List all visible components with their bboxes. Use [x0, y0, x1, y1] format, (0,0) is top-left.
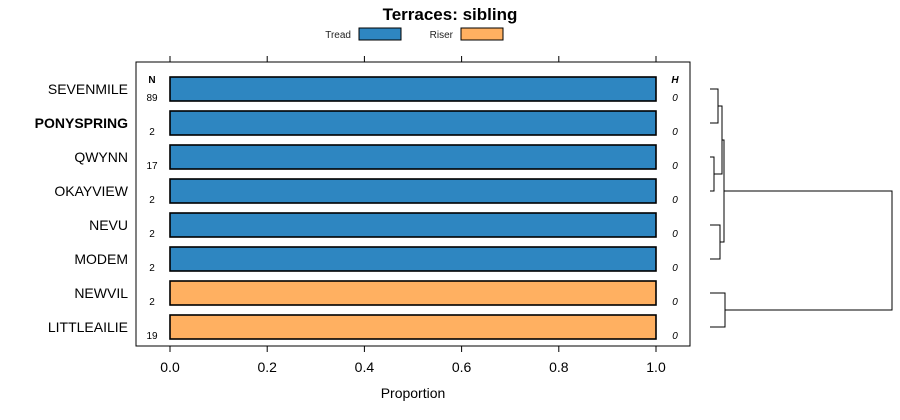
x-axis-ticks: 0.0 0.2 0.4 0.6 0.8 1.0 [160, 56, 666, 375]
bar-okayview-tread [169, 178, 657, 204]
row-modem: MODEM 2 0 [74, 246, 678, 274]
h-value-newvil: 0 [672, 297, 678, 308]
n-value-okayview: 2 [149, 195, 155, 206]
h-value-sevenmile: 0 [672, 93, 678, 104]
legend-label-riser: Riser [430, 30, 454, 41]
plot-frame [135, 61, 691, 347]
row-qwynn: QWYNN 17 0 [74, 144, 678, 172]
n-value-newvil: 2 [149, 297, 155, 308]
dendrogram-branch-4 [710, 292, 726, 328]
tick-label-0-4: 0.4 [355, 359, 375, 375]
bar-qwynn-tread [169, 144, 657, 170]
h-value-ponyspring: 0 [672, 127, 678, 138]
h-value-nevu: 0 [672, 229, 678, 240]
bar-sevenmile-tread [169, 76, 657, 102]
bar-littleailie-riser [169, 314, 657, 340]
n-value-ponyspring: 2 [149, 127, 155, 138]
bar-newvil-riser [169, 280, 657, 306]
legend-label-tread: Tread [325, 30, 351, 41]
chart-title: Terraces: sibling [383, 5, 518, 24]
bar-ponyspring-tread [169, 110, 657, 136]
row-label-nevu: NEVU [89, 217, 128, 233]
row-label-qwynn: QWYNN [74, 149, 128, 165]
tick-label-0-2: 0.2 [257, 359, 277, 375]
row-label-sevenmile: SEVENMILE [48, 81, 128, 97]
row-okayview: OKAYVIEW 2 0 [54, 178, 678, 206]
n-value-sevenmile: 89 [146, 93, 158, 104]
h-column-header: H [671, 75, 679, 86]
dendrogram-branch-7 [724, 190, 893, 311]
n-value-qwynn: 17 [146, 161, 158, 172]
row-label-okayview: OKAYVIEW [54, 183, 128, 199]
legend-swatch-tread [358, 27, 402, 41]
row-littleailie: LITTLEAILIE 19 0 [48, 314, 678, 342]
n-value-modem: 2 [149, 263, 155, 274]
dendrogram-branch-3 [710, 224, 721, 260]
row-nevu: NEVU 2 0 [89, 212, 678, 240]
dendrogram-branch-1 [710, 88, 719, 124]
row-label-ponyspring: PONYSPRING [35, 115, 128, 131]
row-label-newvil: NEWVIL [74, 285, 128, 301]
row-label-modem: MODEM [74, 251, 128, 267]
tick-label-1-0: 1.0 [646, 359, 666, 375]
dendrogram-branch-2 [710, 156, 715, 192]
tick-label-0-0: 0.0 [160, 359, 180, 375]
h-value-modem: 0 [672, 263, 678, 274]
n-value-littleailie: 19 [146, 331, 158, 342]
bar-nevu-tread [169, 212, 657, 238]
h-value-qwynn: 0 [672, 161, 678, 172]
row-newvil: NEWVIL 2 0 [74, 280, 678, 308]
tick-label-0-8: 0.8 [549, 359, 569, 375]
tick-label-0-6: 0.6 [452, 359, 472, 375]
legend: Tread Riser [325, 27, 504, 41]
x-axis-label: Proportion [381, 385, 446, 401]
row-sevenmile: SEVENMILE 89 0 [48, 76, 678, 104]
n-column-header: N [148, 75, 155, 86]
legend-swatch-riser [460, 27, 504, 41]
h-value-littleailie: 0 [672, 331, 678, 342]
h-value-okayview: 0 [672, 195, 678, 206]
row-label-littleailie: LITTLEAILIE [48, 319, 128, 335]
bar-modem-tread [169, 246, 657, 272]
row-ponyspring: PONYSPRING 2 0 [35, 110, 678, 138]
dendrogram [710, 88, 893, 328]
n-value-nevu: 2 [149, 229, 155, 240]
